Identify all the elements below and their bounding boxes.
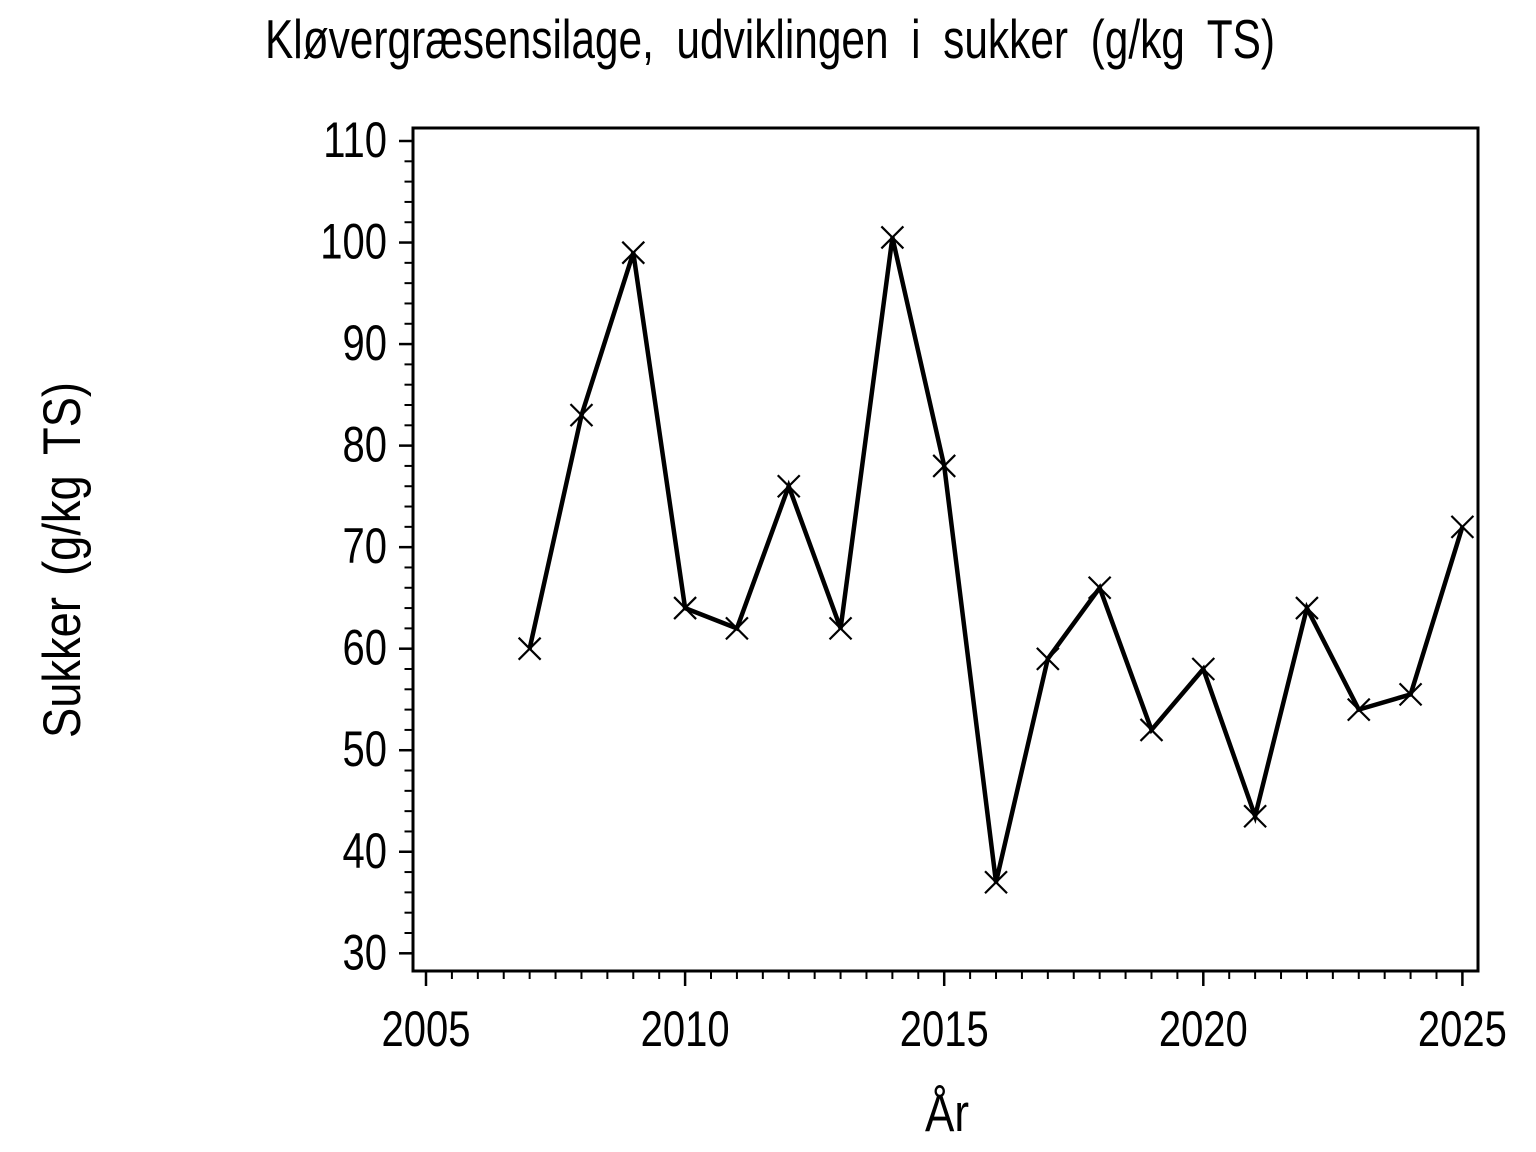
y-axis-tick-labels: 30 40 50 60 70 80 90 100 110 (320, 112, 387, 981)
x-marker-stroke (1139, 718, 1164, 742)
x-marker-stroke (984, 870, 1008, 895)
x-tick-label-group: 2025 (1418, 1001, 1507, 1057)
x-tick-label: 2020 (1159, 1001, 1248, 1057)
x-marker-stroke (1243, 804, 1267, 829)
x-tick-label: 2025 (1418, 1001, 1507, 1057)
plot-frame (411, 126, 1480, 973)
x-tick-label-group: 2015 (900, 1001, 989, 1057)
y-tick-label: 60 (343, 619, 387, 675)
x-marker-stroke (1346, 697, 1371, 722)
y-tick-label-group: 110 (323, 112, 387, 168)
y-tick-label: 40 (343, 822, 387, 878)
y-tick-label: 100 (320, 213, 387, 269)
y-tick-label: 110 (323, 112, 387, 168)
x-marker-stroke (673, 596, 697, 620)
x-axis-minor-ticks (450, 971, 1438, 979)
x-marker-stroke (1036, 647, 1060, 671)
y-axis-title: Sukker (g/kg TS) (33, 382, 92, 738)
y-axis-major-ticks (399, 139, 413, 955)
y-tick-label-group: 60 (343, 619, 387, 675)
x-marker-stroke (828, 616, 853, 641)
x-marker-stroke (880, 225, 905, 250)
x-tick-label-group: 2010 (641, 1001, 730, 1057)
x-axis-major-ticks (424, 971, 1464, 986)
x-marker-stroke (517, 636, 542, 661)
x-tick-label-group: 2020 (1159, 1001, 1248, 1057)
x-marker-stroke (932, 454, 956, 478)
y-tick-label-group: 100 (320, 213, 387, 269)
x-tick-label: 2005 (382, 1001, 471, 1057)
y-tick-label-group: 90 (343, 315, 387, 371)
x-marker-stroke (725, 616, 749, 641)
y-tick-label: 30 (343, 924, 387, 980)
y-tick-label-group: 40 (343, 822, 387, 878)
y-tick-label-group: 80 (343, 416, 387, 472)
x-marker-stroke (1295, 596, 1319, 620)
x-marker-stroke (1191, 657, 1216, 681)
y-tick-label: 90 (343, 315, 387, 371)
data-point-markers (517, 225, 1475, 895)
data-series-line (527, 237, 1465, 883)
x-marker-stroke (1087, 575, 1112, 600)
chart-title: Kløvergræsensilage, udviklingen i sukker… (265, 8, 1275, 70)
x-marker-stroke (1450, 515, 1475, 539)
y-tick-label-group: 70 (343, 518, 387, 574)
x-axis-title: År (925, 1084, 969, 1143)
x-marker-stroke (776, 474, 801, 499)
x-marker-stroke (569, 403, 594, 427)
y-tick-label: 70 (343, 518, 387, 574)
x-tick-label-group: 2005 (382, 1001, 471, 1057)
x-marker-stroke (621, 240, 646, 265)
y-tick-label: 50 (343, 721, 387, 777)
y-tick-label-group: 30 (343, 924, 387, 980)
y-axis-minor-ticks (404, 160, 413, 934)
y-tick-label: 80 (343, 416, 387, 472)
x-axis-tick-labels: 2005 2010 2015 2020 2025 (382, 1001, 1507, 1057)
x-tick-label: 2010 (641, 1001, 730, 1057)
y-tick-label-group: 50 (343, 721, 387, 777)
x-tick-label: 2015 (900, 1001, 989, 1057)
x-marker-stroke (1398, 682, 1423, 707)
